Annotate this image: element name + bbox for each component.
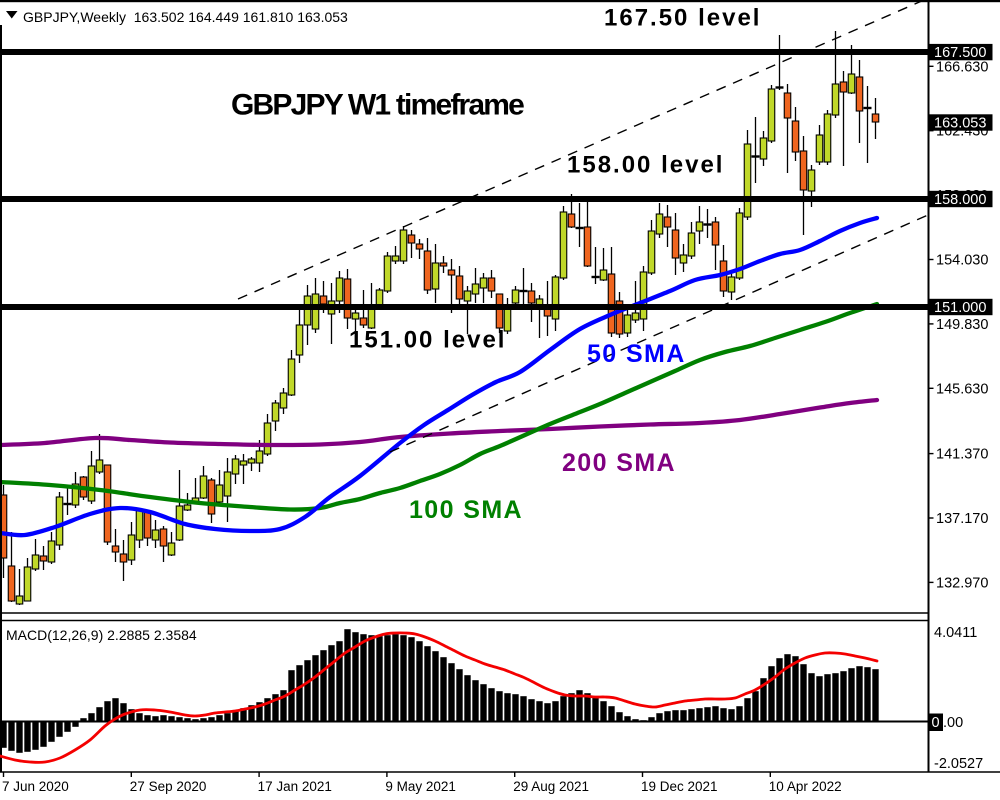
svg-text:151.000: 151.000: [934, 300, 986, 316]
svg-text:GBPJPY,Weekly 163.502 164.449: GBPJPY,Weekly 163.502 164.449 161.810 16…: [23, 9, 348, 25]
svg-text:MACD(12,26,9) 2.2885 2.3584: MACD(12,26,9) 2.2885 2.3584: [6, 627, 197, 643]
svg-text:167.50 level: 167.50 level: [604, 4, 761, 31]
svg-text:-2.0527: -2.0527: [934, 756, 983, 772]
svg-text:158.000: 158.000: [934, 192, 986, 208]
svg-text:154.030: 154.030: [936, 253, 988, 269]
svg-text:100 SMA: 100 SMA: [409, 496, 523, 524]
svg-text:145.630: 145.630: [936, 381, 988, 397]
svg-text:151.00 level: 151.00 level: [349, 327, 506, 354]
svg-text:0: 0: [932, 715, 940, 731]
svg-text:167.500: 167.500: [934, 45, 986, 61]
svg-text:158.00 level: 158.00 level: [567, 152, 724, 179]
svg-text:166.630: 166.630: [936, 59, 988, 75]
svg-text:149.830: 149.830: [936, 317, 988, 333]
svg-text:19 Dec 2021: 19 Dec 2021: [641, 779, 718, 794]
svg-text:132.970: 132.970: [936, 575, 988, 591]
svg-text:27 Sep 2020: 27 Sep 2020: [130, 779, 207, 794]
svg-text:137.170: 137.170: [936, 511, 988, 527]
svg-text:GBPJPY W1 timeframe: GBPJPY W1 timeframe: [231, 89, 524, 122]
svg-text:9 May 2021: 9 May 2021: [385, 779, 456, 794]
svg-text:50 SMA: 50 SMA: [587, 340, 686, 368]
svg-text:200 SMA: 200 SMA: [562, 449, 676, 477]
svg-text:141.370: 141.370: [936, 447, 988, 463]
svg-text:4.0411: 4.0411: [934, 625, 977, 641]
svg-text:17 Jan 2021: 17 Jan 2021: [258, 779, 332, 794]
svg-text:10 Apr 2022: 10 Apr 2022: [769, 779, 842, 794]
svg-text:.00: .00: [943, 715, 963, 731]
svg-text:163.053: 163.053: [934, 116, 986, 132]
svg-text:29 Aug 2021: 29 Aug 2021: [513, 779, 589, 794]
svg-text:7 Jun 2020: 7 Jun 2020: [2, 779, 69, 794]
